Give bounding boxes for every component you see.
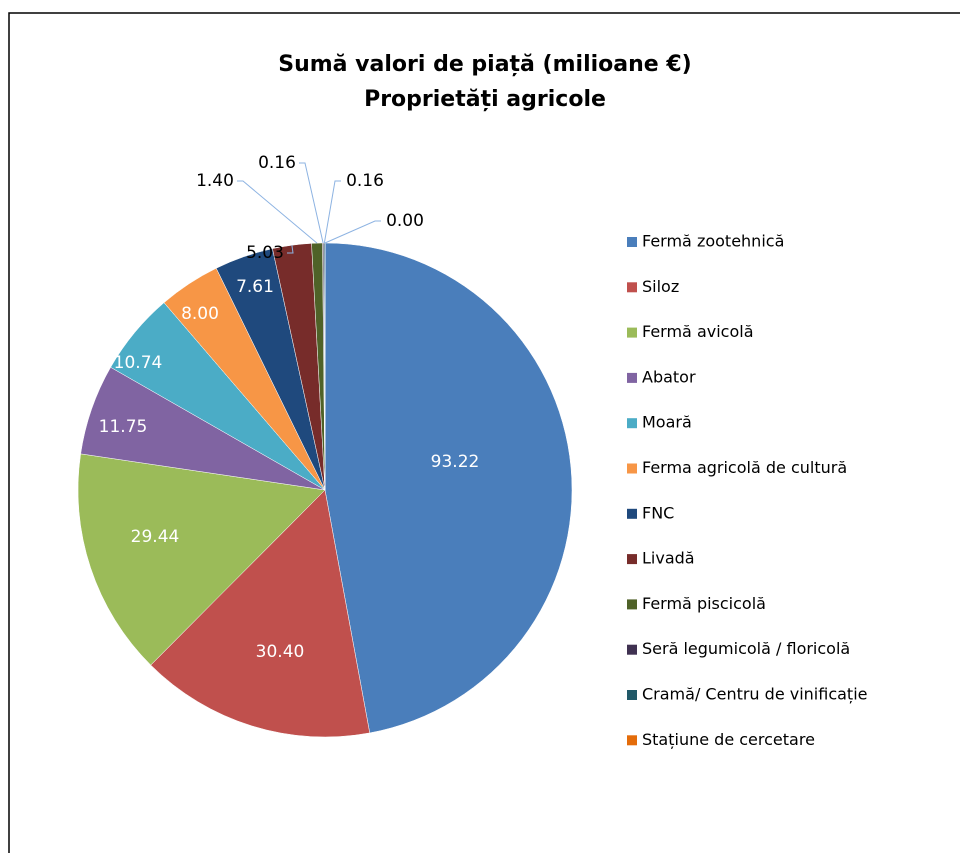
data-label: 7.61 xyxy=(236,277,274,297)
legend-swatch xyxy=(627,508,637,519)
data-label: 11.75 xyxy=(99,417,148,437)
legend-swatch xyxy=(627,463,637,474)
leader-line xyxy=(323,180,341,244)
legend-swatch xyxy=(627,282,637,293)
data-label: 5.03 xyxy=(246,243,284,263)
pie-slice xyxy=(77,453,326,666)
leader-line xyxy=(287,245,294,254)
legend-swatch xyxy=(627,690,637,700)
leader-line xyxy=(299,162,324,244)
data-label: 30.40 xyxy=(256,642,305,662)
data-label: 10.74 xyxy=(114,353,163,373)
legend-label: Fermă avicolă xyxy=(642,322,754,341)
data-label: 0.00 xyxy=(386,211,424,231)
leader-line xyxy=(237,180,318,244)
legend-swatch xyxy=(627,599,637,610)
legend-label: Seră legumicolă / floricolă xyxy=(642,639,850,658)
data-label: 29.44 xyxy=(131,527,180,547)
legend-swatch xyxy=(627,327,637,338)
legend-label: Moară xyxy=(642,413,692,432)
legend-swatch xyxy=(627,418,637,429)
legend-label: Livadă xyxy=(642,549,695,568)
legend-swatch xyxy=(627,735,637,746)
legend-swatch xyxy=(627,372,637,383)
data-label: 0.16 xyxy=(258,153,296,173)
legend-label: Fermă piscicolă xyxy=(642,594,766,613)
leader-line xyxy=(324,220,381,244)
legend-label: Stațiune de cercetare xyxy=(642,730,815,749)
data-label: 8.00 xyxy=(181,304,219,324)
legend-swatch xyxy=(627,554,637,565)
legend-label: Cramă/ Centru de vinificație xyxy=(642,685,867,704)
chart-title: Sumă valori de piață (milioane €) xyxy=(278,52,691,77)
legend-label: Fermă zootehnică xyxy=(642,232,784,251)
legend-swatch xyxy=(627,644,637,655)
pie-slice xyxy=(324,242,573,734)
data-label: 1.40 xyxy=(196,171,234,191)
legend-label: Siloz xyxy=(642,277,679,296)
legend-label: Ferma agricolă de cultură xyxy=(642,458,847,477)
data-label: 93.22 xyxy=(431,452,480,472)
chart-subtitle: Proprietăți agricole xyxy=(364,87,606,112)
legend-label: FNC xyxy=(642,503,674,522)
data-label: 0.16 xyxy=(346,171,384,191)
legend-swatch xyxy=(627,237,637,247)
pie-slice xyxy=(150,489,371,738)
legend-label: Abator xyxy=(642,367,696,386)
